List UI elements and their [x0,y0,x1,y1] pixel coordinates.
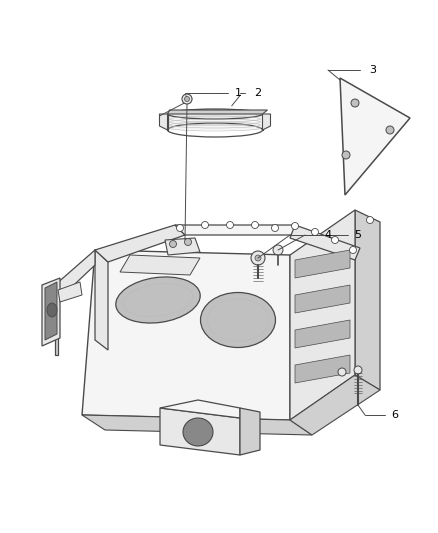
Polygon shape [82,250,290,420]
Ellipse shape [47,303,57,317]
Text: 5: 5 [354,230,361,240]
Polygon shape [120,255,200,275]
Polygon shape [82,415,312,435]
Circle shape [386,126,394,134]
Polygon shape [295,320,350,348]
Text: 4: 4 [325,230,332,240]
Polygon shape [58,282,82,302]
Circle shape [354,366,362,374]
Polygon shape [95,250,108,350]
Polygon shape [55,250,95,300]
Polygon shape [290,375,380,435]
Polygon shape [167,110,268,114]
Circle shape [177,224,184,231]
Polygon shape [42,278,60,346]
Circle shape [184,96,190,101]
Circle shape [201,222,208,229]
Circle shape [251,251,265,265]
Polygon shape [55,285,58,355]
Polygon shape [295,285,350,313]
Circle shape [251,222,258,229]
Polygon shape [262,114,271,130]
Circle shape [351,99,359,107]
Polygon shape [175,225,300,235]
Polygon shape [160,400,240,418]
Circle shape [226,222,233,229]
Circle shape [338,368,346,376]
Polygon shape [295,250,350,278]
Text: 3: 3 [370,65,377,75]
Polygon shape [45,282,57,340]
Text: 2: 2 [254,88,261,98]
Circle shape [342,151,350,159]
Circle shape [292,222,299,230]
Circle shape [350,246,357,254]
Polygon shape [160,408,240,455]
Polygon shape [240,408,260,455]
Circle shape [311,229,318,236]
Circle shape [182,94,192,104]
Polygon shape [167,114,262,130]
Circle shape [184,238,191,246]
Circle shape [272,224,279,231]
Ellipse shape [167,109,262,119]
Circle shape [367,216,374,223]
Circle shape [170,240,177,247]
Polygon shape [340,78,410,195]
Circle shape [255,255,261,261]
Polygon shape [295,355,350,383]
Ellipse shape [183,418,213,446]
Polygon shape [159,114,167,130]
Polygon shape [290,225,360,260]
Polygon shape [165,238,200,255]
Circle shape [273,245,283,255]
Polygon shape [95,225,185,262]
Ellipse shape [201,293,276,348]
Text: 1: 1 [234,88,241,98]
Polygon shape [290,210,355,420]
Text: 6: 6 [392,410,399,420]
Ellipse shape [116,277,200,323]
Circle shape [332,237,339,244]
Polygon shape [355,210,380,390]
